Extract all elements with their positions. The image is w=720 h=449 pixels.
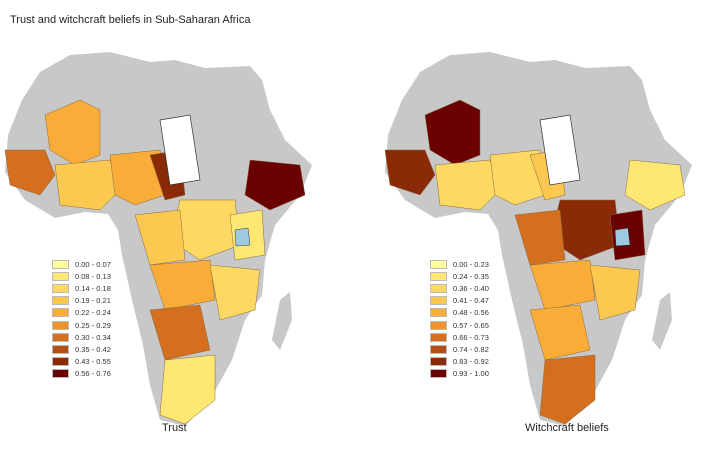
legend-swatch bbox=[52, 259, 69, 269]
region bbox=[489, 149, 546, 206]
legend-label: 0.66 - 0.73 bbox=[453, 332, 489, 342]
region bbox=[209, 264, 261, 321]
legend-label: 0.24 - 0.35 bbox=[453, 271, 489, 281]
legend-label: 0.14 - 0.18 bbox=[75, 283, 111, 293]
legend-label: 0.35 - 0.42 bbox=[75, 344, 111, 354]
legend-swatch bbox=[430, 357, 447, 367]
madagascar bbox=[272, 292, 292, 350]
legend-swatch bbox=[430, 296, 447, 306]
legend-label: 0.56 - 0.76 bbox=[75, 369, 111, 379]
witchcraft-map bbox=[384, 52, 692, 426]
witchcraft-legend: 0.00 - 0.23 0.24 - 0.35 0.36 - 0.40 0.41 - … bbox=[430, 258, 530, 380]
region bbox=[244, 159, 306, 211]
legend-label: 0.08 - 0.13 bbox=[75, 271, 111, 281]
region bbox=[514, 209, 566, 266]
legend-item: 0.83 - 0.92 bbox=[430, 356, 530, 368]
legend-item: 0.57 - 0.65 bbox=[430, 319, 530, 331]
legend-item: 0.93 - 1.00 bbox=[430, 368, 530, 380]
legend-swatch bbox=[52, 296, 69, 306]
legend-item: 0.00 - 0.07 bbox=[52, 258, 152, 270]
lake-victoria bbox=[234, 227, 251, 247]
figure-title: Trust and witchcraft beliefs in Sub-Saha… bbox=[10, 14, 251, 26]
region bbox=[434, 159, 501, 211]
legend-swatch bbox=[430, 332, 447, 342]
legend-item: 0.48 - 0.56 bbox=[430, 307, 530, 319]
region bbox=[134, 209, 186, 266]
region bbox=[529, 304, 591, 361]
legend-item: 0.30 - 0.34 bbox=[52, 331, 152, 343]
trust-legend: 0.00 - 0.07 0.08 - 0.13 0.14 - 0.18 0.19 - … bbox=[52, 258, 152, 380]
legend-swatch bbox=[52, 308, 69, 318]
legend-item: 0.22 - 0.24 bbox=[52, 307, 152, 319]
legend-swatch bbox=[430, 271, 447, 281]
legend-swatch bbox=[52, 332, 69, 342]
region bbox=[539, 354, 596, 425]
lake-victoria bbox=[614, 227, 631, 247]
region bbox=[109, 149, 166, 206]
legend-item: 0.25 - 0.29 bbox=[52, 319, 152, 331]
region bbox=[589, 264, 641, 321]
region bbox=[149, 259, 216, 311]
legend-label: 0.00 - 0.07 bbox=[75, 259, 111, 269]
legend-swatch bbox=[52, 357, 69, 367]
legend-swatch bbox=[430, 369, 447, 379]
legend-swatch bbox=[430, 320, 447, 330]
legend-label: 0.41 - 0.47 bbox=[453, 296, 489, 306]
legend-item: 0.66 - 0.73 bbox=[430, 331, 530, 343]
legend-label: 0.25 - 0.29 bbox=[75, 320, 111, 330]
legend-item: 0.19 - 0.21 bbox=[52, 295, 152, 307]
legend-label: 0.57 - 0.65 bbox=[453, 320, 489, 330]
region bbox=[529, 259, 596, 311]
legend-item: 0.36 - 0.40 bbox=[430, 282, 530, 294]
legend-label: 0.00 - 0.23 bbox=[453, 259, 489, 269]
legend-item: 0.35 - 0.42 bbox=[52, 343, 152, 355]
trust-caption: Trust bbox=[162, 422, 187, 434]
legend-item: 0.74 - 0.82 bbox=[430, 343, 530, 355]
no-data-region bbox=[159, 114, 201, 186]
legend-swatch bbox=[52, 369, 69, 379]
region bbox=[149, 304, 211, 361]
region bbox=[424, 99, 481, 166]
region bbox=[4, 149, 56, 196]
region bbox=[159, 354, 216, 425]
madagascar bbox=[652, 292, 672, 350]
legend-item: 0.56 - 0.76 bbox=[52, 368, 152, 380]
legend-swatch bbox=[430, 259, 447, 269]
legend-item: 0.14 - 0.18 bbox=[52, 282, 152, 294]
region bbox=[54, 159, 121, 211]
legend-item: 0.00 - 0.23 bbox=[430, 258, 530, 270]
legend-swatch bbox=[52, 344, 69, 354]
legend-item: 0.08 - 0.13 bbox=[52, 270, 152, 282]
legend-swatch bbox=[430, 308, 447, 318]
legend-swatch bbox=[430, 344, 447, 354]
legend-item: 0.43 - 0.55 bbox=[52, 356, 152, 368]
legend-swatch bbox=[52, 283, 69, 293]
legend-label: 0.93 - 1.00 bbox=[453, 369, 489, 379]
region bbox=[624, 159, 686, 211]
legend-item: 0.24 - 0.35 bbox=[430, 270, 530, 282]
witchcraft-caption: Witchcraft beliefs bbox=[525, 422, 609, 434]
legend-label: 0.48 - 0.56 bbox=[453, 308, 489, 318]
legend-label: 0.36 - 0.40 bbox=[453, 283, 489, 293]
legend-label: 0.19 - 0.21 bbox=[75, 296, 111, 306]
region bbox=[384, 149, 436, 196]
trust-map bbox=[4, 52, 312, 426]
no-data-region bbox=[539, 114, 581, 186]
legend-label: 0.43 - 0.55 bbox=[75, 357, 111, 367]
legend-label: 0.83 - 0.92 bbox=[453, 357, 489, 367]
legend-swatch bbox=[52, 320, 69, 330]
legend-label: 0.22 - 0.24 bbox=[75, 308, 111, 318]
legend-swatch bbox=[52, 271, 69, 281]
legend-item: 0.41 - 0.47 bbox=[430, 295, 530, 307]
legend-label: 0.74 - 0.82 bbox=[453, 344, 489, 354]
region bbox=[44, 99, 101, 166]
legend-label: 0.30 - 0.34 bbox=[75, 332, 111, 342]
legend-swatch bbox=[430, 283, 447, 293]
